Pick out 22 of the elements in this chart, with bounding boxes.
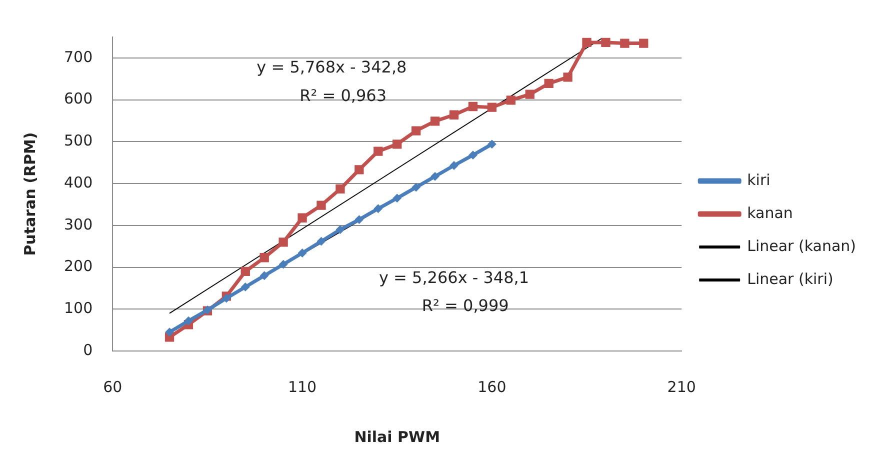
y-tick-label: 300 [64, 215, 93, 234]
y-tick-label: 500 [64, 132, 93, 150]
y-tick-label: 700 [64, 48, 93, 66]
y-tick-label: 400 [64, 173, 93, 192]
annotation: R² = 0,963 [300, 86, 387, 105]
x-tick-label: 160 [478, 378, 506, 396]
annotation: y = 5,266x - 348,1 [378, 268, 530, 287]
annotation: y = 5,768x - 342,8 [256, 58, 407, 77]
y-tick-label: 600 [64, 90, 93, 108]
y-axis-title: Putaran (RPM) [20, 132, 39, 256]
y-tick-label: 0 [83, 340, 93, 359]
y-tick-label: 100 [64, 299, 93, 318]
y-tick-label: 200 [64, 257, 93, 276]
x-tick-label: 110 [288, 378, 317, 396]
annotation: R² = 0,999 [422, 296, 509, 316]
legend-label: kiri [747, 170, 770, 189]
x-axis-title: Nilai PWM [354, 428, 440, 446]
x-tick-label: 60 [103, 378, 122, 396]
x-tick-label: 210 [667, 378, 696, 396]
legend-label: kanan [747, 204, 793, 222]
legend-label: Linear (kiri) [747, 270, 834, 288]
legend-label: Linear (kanan) [747, 236, 856, 255]
